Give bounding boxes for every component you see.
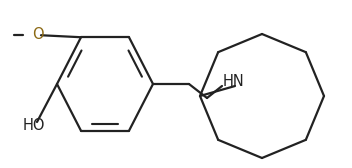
Text: O: O: [32, 27, 44, 42]
Text: HN: HN: [222, 74, 244, 90]
Text: HO: HO: [23, 118, 45, 134]
